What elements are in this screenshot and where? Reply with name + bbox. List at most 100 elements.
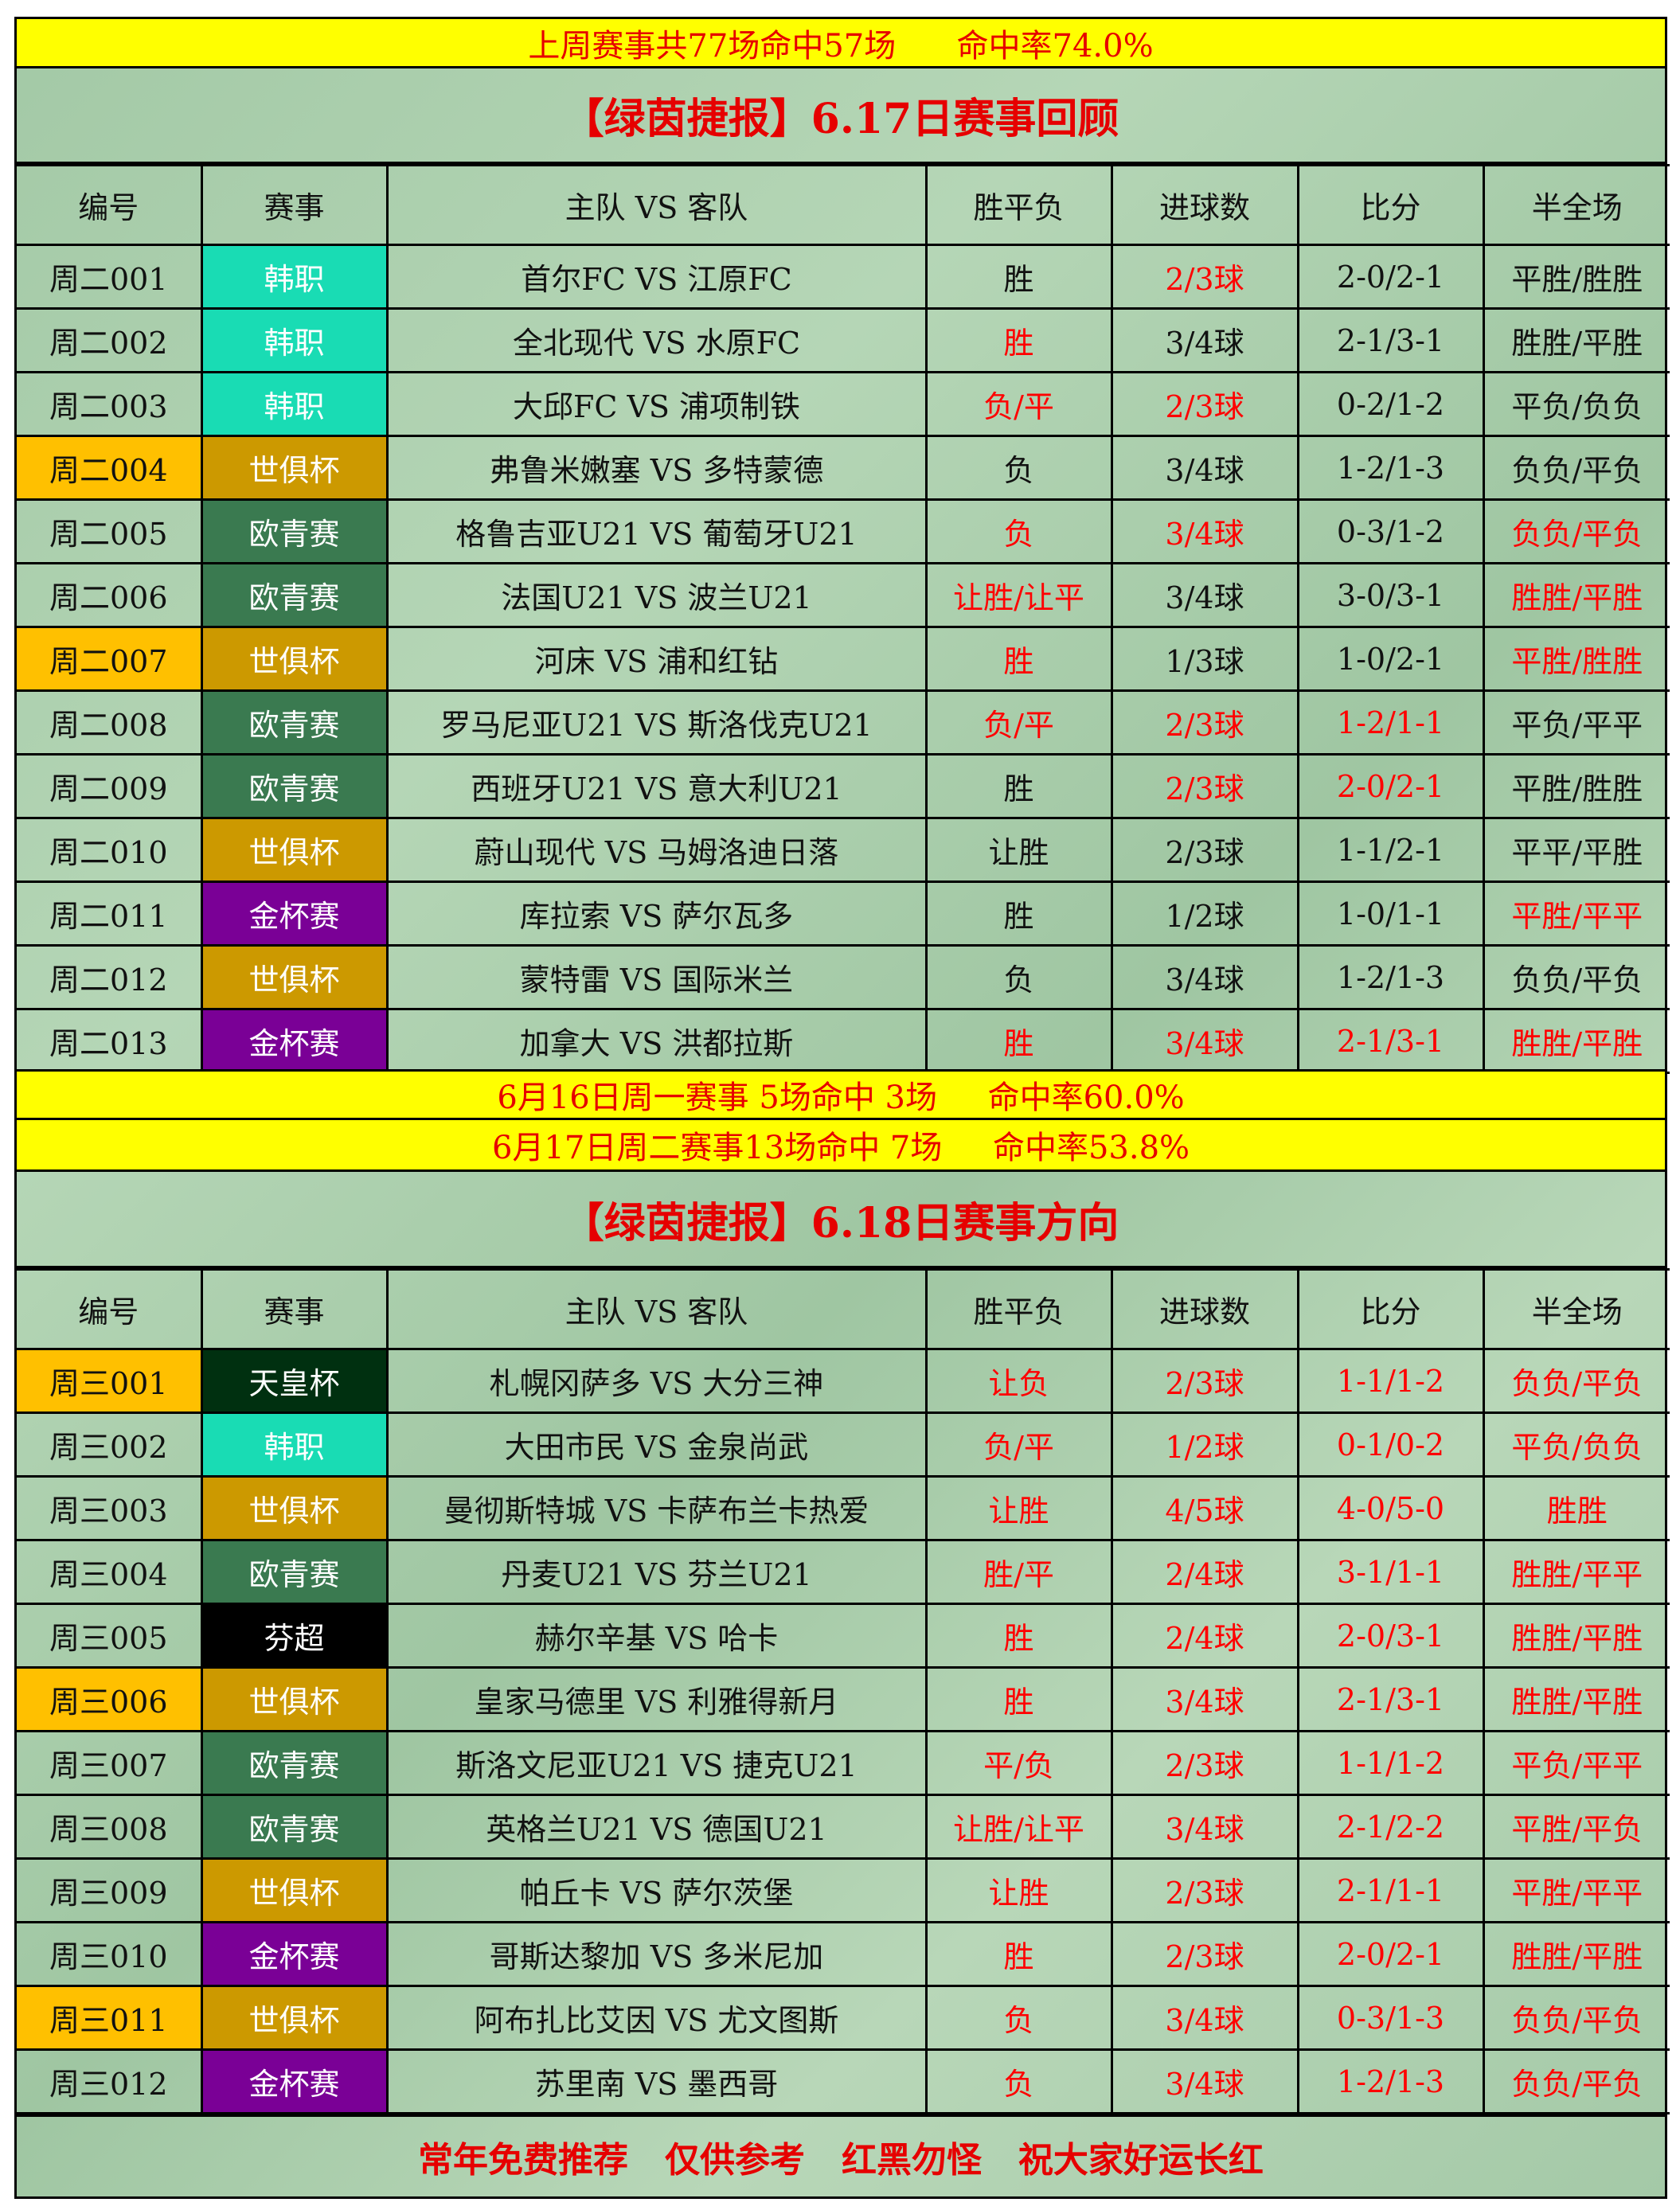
score-pick-cell: 0-1/0-2 xyxy=(1296,1412,1485,1478)
halftime-fulltime-pick-cell: 胜胜/平胜 xyxy=(1482,1921,1670,1987)
competition-cell: 欧青赛 xyxy=(200,1730,389,1796)
teams-cell: 阿布扎比艾因 VS 尤文图斯 xyxy=(385,1985,928,2051)
goals-pick-cell: 2/3球 xyxy=(1110,1348,1299,1414)
score-pick-cell: 2-1/3-1 xyxy=(1296,307,1485,373)
result-pick-cell: 让胜 xyxy=(924,817,1113,883)
result-pick-cell: 胜 xyxy=(924,1666,1113,1732)
column-header: 主队 VS 客队 xyxy=(385,164,928,246)
result-pick-cell: 负 xyxy=(924,498,1113,564)
result-pick-cell: 胜 xyxy=(924,626,1113,692)
result-pick-cell: 负 xyxy=(924,2048,1113,2114)
halftime-fulltime-pick-cell: 胜胜/平胜 xyxy=(1482,1603,1670,1669)
competition-cell: 金杯赛 xyxy=(200,880,389,947)
goals-pick-cell: 3/4球 xyxy=(1110,307,1299,373)
goals-pick-cell: 2/3球 xyxy=(1110,817,1299,883)
match-id-cell: 周二005 xyxy=(17,498,203,564)
goals-pick-cell: 2/4球 xyxy=(1110,1603,1299,1669)
halftime-fulltime-pick-cell: 平平/平胜 xyxy=(1482,817,1670,883)
teams-cell: 弗鲁米嫩塞 VS 多特蒙德 xyxy=(385,435,928,501)
goals-pick-cell: 2/3球 xyxy=(1110,1730,1299,1796)
competition-cell: 世俱杯 xyxy=(200,944,389,1010)
table-row: 周二012 世俱杯 蒙特雷 VS 国际米兰负 3/4球 1-2/1-3 负负/平负 xyxy=(17,944,1670,1010)
teams-cell: 加拿大 VS 洪都拉斯 xyxy=(385,1008,928,1074)
match-id-cell: 周三003 xyxy=(17,1475,203,1541)
score-pick-cell: 1-0/1-1 xyxy=(1296,880,1485,947)
teams-cell: 英格兰U21 VS 德国U21 xyxy=(385,1794,928,1860)
column-header: 进球数 xyxy=(1110,1268,1299,1350)
result-pick-cell: 让胜 xyxy=(924,1857,1113,1923)
competition-cell: 天皇杯 xyxy=(200,1348,389,1414)
summary-tuesday: 6月17日周二赛事13场命中 7场 命中率53.8% xyxy=(17,1120,1665,1172)
goals-pick-cell: 3/4球 xyxy=(1110,1008,1299,1074)
halftime-fulltime-pick-cell: 平胜/胜胜 xyxy=(1482,753,1670,819)
goals-pick-cell: 3/4球 xyxy=(1110,944,1299,1010)
teams-cell: 库拉索 VS 萨尔瓦多 xyxy=(385,880,928,947)
footer-note: 常年免费推荐 仅供参考 红黑勿怪 祝大家好运长红 xyxy=(17,2114,1665,2196)
result-pick-cell: 胜 xyxy=(924,1921,1113,1987)
table-row: 周二004 世俱杯 弗鲁米嫩塞 VS 多特蒙德负 3/4球 1-2/1-3 负负/平负 xyxy=(17,435,1670,501)
result-pick-cell: 让胜 xyxy=(924,1475,1113,1541)
score-pick-cell: 1-2/1-3 xyxy=(1296,2048,1485,2114)
halftime-fulltime-pick-cell: 平负/负负 xyxy=(1482,1412,1670,1478)
match-id-cell: 周二004 xyxy=(17,435,203,501)
result-pick-cell: 负 xyxy=(924,944,1113,1010)
competition-cell: 欧青赛 xyxy=(200,689,389,756)
table-row: 周二003 韩职 大邱FC VS 浦项制铁 负/平 2/3球 0-2/1-2 平负/负负 xyxy=(17,371,1670,437)
competition-cell: 世俱杯 xyxy=(200,1666,389,1732)
goals-pick-cell: 1/2球 xyxy=(1110,1412,1299,1478)
competition-cell: 欧青赛 xyxy=(200,1539,389,1605)
halftime-fulltime-pick-cell: 胜胜 xyxy=(1482,1475,1670,1541)
competition-cell: 欧青赛 xyxy=(200,753,389,819)
column-header: 编号 xyxy=(17,164,203,246)
score-pick-cell: 1-1/1-2 xyxy=(1296,1730,1485,1796)
table-row: 周三009 世俱杯 帕丘卡 VS 萨尔茨堡 让胜 2/3球 2-1/1-1 平胜/平平 xyxy=(17,1857,1670,1923)
match-id-cell: 周二011 xyxy=(17,880,203,947)
result-pick-cell: 胜 xyxy=(924,307,1113,373)
competition-cell: 世俱杯 xyxy=(200,626,389,692)
teams-cell: 首尔FC VS 江原FC xyxy=(385,244,928,310)
score-pick-cell: 3-1/1-1 xyxy=(1296,1539,1485,1605)
score-pick-cell: 4-0/5-0 xyxy=(1296,1475,1485,1541)
match-id-cell: 周二013 xyxy=(17,1008,203,1074)
table-row: 周二013 金杯赛 加拿大 VS 洪都拉斯胜 3/4球 2-1/3-1 胜胜/平胜 xyxy=(17,1008,1670,1074)
result-pick-cell: 胜 xyxy=(924,880,1113,947)
score-pick-cell: 2-0/2-1 xyxy=(1296,1921,1485,1987)
table-row: 周二005 欧青赛 格鲁吉亚U21 VS 葡萄牙U21 负 3/4球 0-3/1-2 负负/… xyxy=(17,498,1670,564)
score-pick-cell: 2-1/2-2 xyxy=(1296,1794,1485,1860)
column-header: 编号 xyxy=(17,1268,203,1350)
result-pick-cell: 让负 xyxy=(924,1348,1113,1414)
table-row: 周二002 韩职 全北现代 VS 水原FC 胜 3/4球 2-1/3-1 胜胜/平胜 xyxy=(17,307,1670,373)
score-pick-cell: 3-0/3-1 xyxy=(1296,562,1485,628)
halftime-fulltime-pick-cell: 负负/平负 xyxy=(1482,1348,1670,1414)
result-pick-cell: 负/平 xyxy=(924,371,1113,437)
match-id-cell: 周三004 xyxy=(17,1539,203,1605)
teams-cell: 皇家马德里 VS 利雅得新月 xyxy=(385,1666,928,1732)
review-table: 编号 赛事 主队 VS 客队 胜平负 进球数 比分 半全场 周二001 韩职 首尔FC VS 江原… xyxy=(17,164,1670,1074)
goals-pick-cell: 4/5球 xyxy=(1110,1475,1299,1541)
match-id-cell: 周三005 xyxy=(17,1603,203,1669)
column-header: 比分 xyxy=(1296,164,1485,246)
column-header: 半全场 xyxy=(1482,164,1670,246)
teams-cell: 大邱FC VS 浦项制铁 xyxy=(385,371,928,437)
halftime-fulltime-pick-cell: 平负/平平 xyxy=(1482,689,1670,756)
halftime-fulltime-pick-cell: 负负/平负 xyxy=(1482,2048,1670,2114)
result-pick-cell: 平/负 xyxy=(924,1730,1113,1796)
teams-cell: 蒙特雷 VS 国际米兰 xyxy=(385,944,928,1010)
result-pick-cell: 负/平 xyxy=(924,689,1113,756)
goals-pick-cell: 3/4球 xyxy=(1110,498,1299,564)
score-pick-cell: 0-3/1-3 xyxy=(1296,1985,1485,2051)
summary-monday: 6月16日周一赛事 5场命中 3场 命中率60.0% xyxy=(17,1069,1665,1120)
goals-pick-cell: 2/3球 xyxy=(1110,753,1299,819)
teams-cell: 河床 VS 浦和红钻 xyxy=(385,626,928,692)
forecast-table: 编号 赛事 主队 VS 客队 胜平负 进球数 比分 半全场 周三001 天皇杯 札幌冈萨多 VS … xyxy=(17,1268,1670,2114)
competition-cell: 韩职 xyxy=(200,244,389,310)
match-id-cell: 周三011 xyxy=(17,1985,203,2051)
goals-pick-cell: 3/4球 xyxy=(1110,562,1299,628)
halftime-fulltime-pick-cell: 负负/平负 xyxy=(1482,944,1670,1010)
table-row: 周三004 欧青赛 丹麦U21 VS 芬兰U21 胜/平 2/4球 3-1/1-1 胜胜/平… xyxy=(17,1539,1670,1605)
teams-cell: 曼彻斯特城 VS 卡萨布兰卡热爱 xyxy=(385,1475,928,1541)
table-row: 周二010 世俱杯 蔚山现代 VS 马姆洛迪日落 让胜 2/3球 1-1/2-1 平平/平胜 xyxy=(17,817,1670,883)
teams-cell: 法国U21 VS 波兰U21 xyxy=(385,562,928,628)
match-id-cell: 周二012 xyxy=(17,944,203,1010)
competition-cell: 欧青赛 xyxy=(200,1794,389,1860)
